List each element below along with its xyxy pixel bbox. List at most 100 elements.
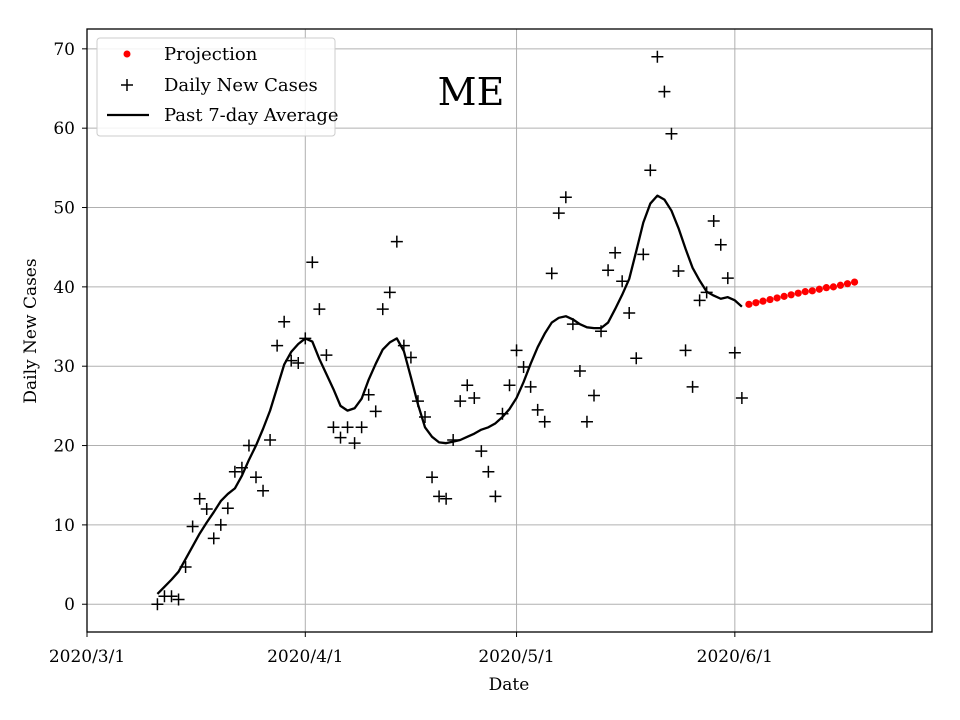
daily-case-point xyxy=(179,560,192,573)
daily-case-point xyxy=(341,421,354,434)
daily-case-point xyxy=(404,351,417,364)
daily-case-point xyxy=(334,431,347,444)
daily-case-point xyxy=(559,191,572,204)
daily-case-point xyxy=(411,395,424,408)
axis-ticks: 0 10 20 30 40 50 60 70 2020/3/1 2020/4/1 2020/5/1 2… xyxy=(49,40,773,667)
daily-case-point xyxy=(510,344,523,357)
projection-point xyxy=(850,278,859,286)
daily-case-point xyxy=(278,315,291,328)
daily-case-point xyxy=(468,391,481,404)
projection-point xyxy=(766,295,774,304)
daily-case-point xyxy=(482,465,495,478)
daily-case-point xyxy=(235,461,248,474)
daily-case-point xyxy=(721,272,734,285)
daily-case-point xyxy=(250,471,262,484)
projection-point xyxy=(822,284,830,292)
legend-box xyxy=(96,37,336,137)
daily-case-point xyxy=(616,275,629,288)
daily-case-point xyxy=(728,346,741,359)
daily-case-point xyxy=(447,433,460,446)
daily-case-point xyxy=(433,490,446,503)
daily-case-point xyxy=(672,264,685,277)
series-past-7-day-average xyxy=(156,194,743,595)
x-tick-label: 2020/5/1 xyxy=(478,647,554,667)
projection-point xyxy=(808,287,816,295)
daily-case-point xyxy=(306,256,319,269)
y-tick-label: 0 xyxy=(64,595,75,615)
projection-point xyxy=(745,300,753,308)
daily-case-point xyxy=(390,235,403,248)
daily-case-point xyxy=(271,339,284,352)
daily-case-point xyxy=(165,590,178,603)
daily-case-point xyxy=(496,407,509,420)
daily-case-point xyxy=(186,520,199,533)
y-tick-label: 20 xyxy=(53,437,75,457)
legend: Projection Daily New Cases Past 7-day Av… xyxy=(96,37,339,137)
x-tick-label: 2020/4/1 xyxy=(267,647,343,667)
daily-case-point xyxy=(637,248,650,261)
daily-case-point xyxy=(376,303,389,316)
daily-case-point xyxy=(454,395,467,408)
daily-case-point xyxy=(151,598,164,611)
x-tick-label: 2020/6/1 xyxy=(697,647,773,667)
daily-case-point xyxy=(242,439,255,452)
y-tick-label: 30 xyxy=(53,357,75,377)
daily-case-point xyxy=(735,391,748,404)
daily-case-point xyxy=(503,379,516,392)
y-axis-label: Daily New Cases xyxy=(21,258,41,403)
daily-case-point xyxy=(313,303,326,316)
projection-point xyxy=(773,294,781,302)
daily-case-point xyxy=(580,415,593,428)
daily-case-point xyxy=(440,492,453,505)
projection-point xyxy=(801,288,809,296)
daily-case-point xyxy=(693,294,706,307)
daily-case-point xyxy=(327,421,340,434)
projection-point xyxy=(787,291,795,299)
projection-point xyxy=(752,299,760,307)
series-projection xyxy=(745,278,859,308)
daily-case-point xyxy=(285,354,298,367)
daily-case-point xyxy=(651,50,664,63)
projection-point xyxy=(759,297,767,305)
daily-case-point xyxy=(214,518,227,531)
series-daily-new-cases xyxy=(151,50,748,611)
x-axis-label: Date xyxy=(489,675,530,695)
daily-case-point xyxy=(602,264,615,277)
daily-case-point xyxy=(595,325,608,338)
daily-case-point xyxy=(658,85,671,98)
daily-case-point xyxy=(475,445,488,458)
daily-case-point xyxy=(228,465,241,478)
daily-case-point xyxy=(588,389,600,402)
daily-case-point xyxy=(348,437,361,450)
plot-frame xyxy=(86,28,933,633)
daily-case-point xyxy=(397,339,410,352)
daily-case-point xyxy=(383,286,396,299)
daily-case-point xyxy=(257,484,270,497)
daily-case-point xyxy=(461,379,474,392)
legend-average-label: Past 7-day Average xyxy=(164,105,339,126)
daily-case-point xyxy=(489,490,502,503)
projection-point xyxy=(829,283,838,291)
daily-case-point xyxy=(362,388,375,401)
daily-case-point xyxy=(193,492,206,505)
legend-projection-label: Projection xyxy=(164,44,258,65)
daily-case-point xyxy=(566,318,579,331)
projection-point xyxy=(836,281,845,289)
daily-case-point xyxy=(573,364,586,377)
daily-case-point xyxy=(200,503,213,516)
legend-daily-new-cases-marker xyxy=(121,79,133,91)
daily-case-point xyxy=(630,352,643,365)
daily-case-point xyxy=(686,380,699,393)
projection-point xyxy=(794,289,802,297)
projection-point xyxy=(780,292,788,300)
daily-case-point xyxy=(320,349,333,362)
daily-case-point xyxy=(292,357,305,370)
daily-case-point xyxy=(531,403,544,416)
daily-case-point xyxy=(524,380,537,393)
daily-case-point xyxy=(665,127,678,140)
daily-case-point xyxy=(679,344,692,357)
daily-case-point xyxy=(714,238,727,251)
daily-case-point xyxy=(538,415,551,428)
daily-case-point xyxy=(426,471,439,484)
